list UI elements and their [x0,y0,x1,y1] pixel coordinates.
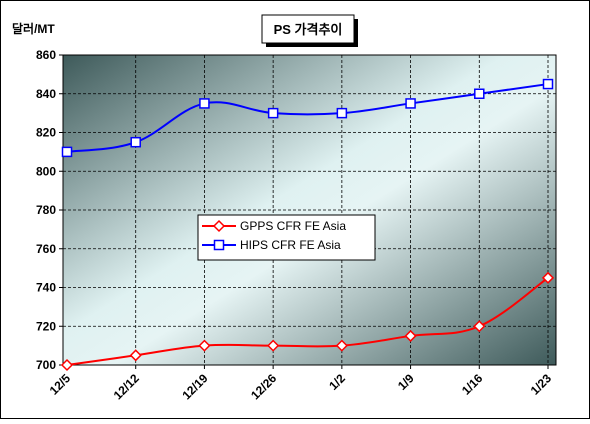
data-point-hips [199,98,210,109]
y-tick-label: 760 [36,242,56,256]
y-tick-label: 700 [36,358,56,372]
y-axis: 700 720 740 760 780 800 820 840 860 [36,48,63,372]
data-point-gpps [267,339,280,352]
y-tick-label: 800 [36,164,56,178]
data-point-hips [542,78,554,90]
legend-label-gpps: GPPS CFR FE Asia [240,219,346,233]
data-point-hips [336,107,348,119]
legend-box [197,214,376,261]
data-point-hips [130,136,141,148]
y-tick-label: 860 [36,48,56,62]
title-box-shadow [354,19,358,47]
title-box-shadow-bottom [266,43,358,47]
data-point-gpps [335,339,348,352]
legend-label-hips: HIPS CFR FE Asia [240,238,341,252]
legend: GPPS CFR FE Asia HIPS CFR FE Asia [197,214,376,261]
legend-marker-square [213,239,225,251]
data-point-hips [474,88,485,99]
data-point-gpps [404,329,417,342]
y-tick-label: 740 [36,281,56,295]
data-point-hips [61,146,73,158]
y-axis-label: 달러/MT [12,21,55,36]
y-tick-label: 840 [36,87,56,101]
legend-marker-diamond [212,219,226,233]
data-point-gpps [541,271,555,284]
y-tick-label: 780 [36,203,56,217]
data-point-hips [267,107,279,119]
data-point-gpps [129,349,142,362]
series-line-hips [66,83,549,153]
y-tick-label: 820 [36,126,56,140]
data-point-gpps [473,320,486,333]
chart-title: PS 가격추이 [274,22,343,37]
data-point-hips [405,98,416,109]
data-point-gpps [198,339,211,352]
data-point-gpps [60,358,74,372]
title-box [261,14,355,44]
series-layer [60,78,555,372]
y-tick-label: 720 [36,319,56,333]
